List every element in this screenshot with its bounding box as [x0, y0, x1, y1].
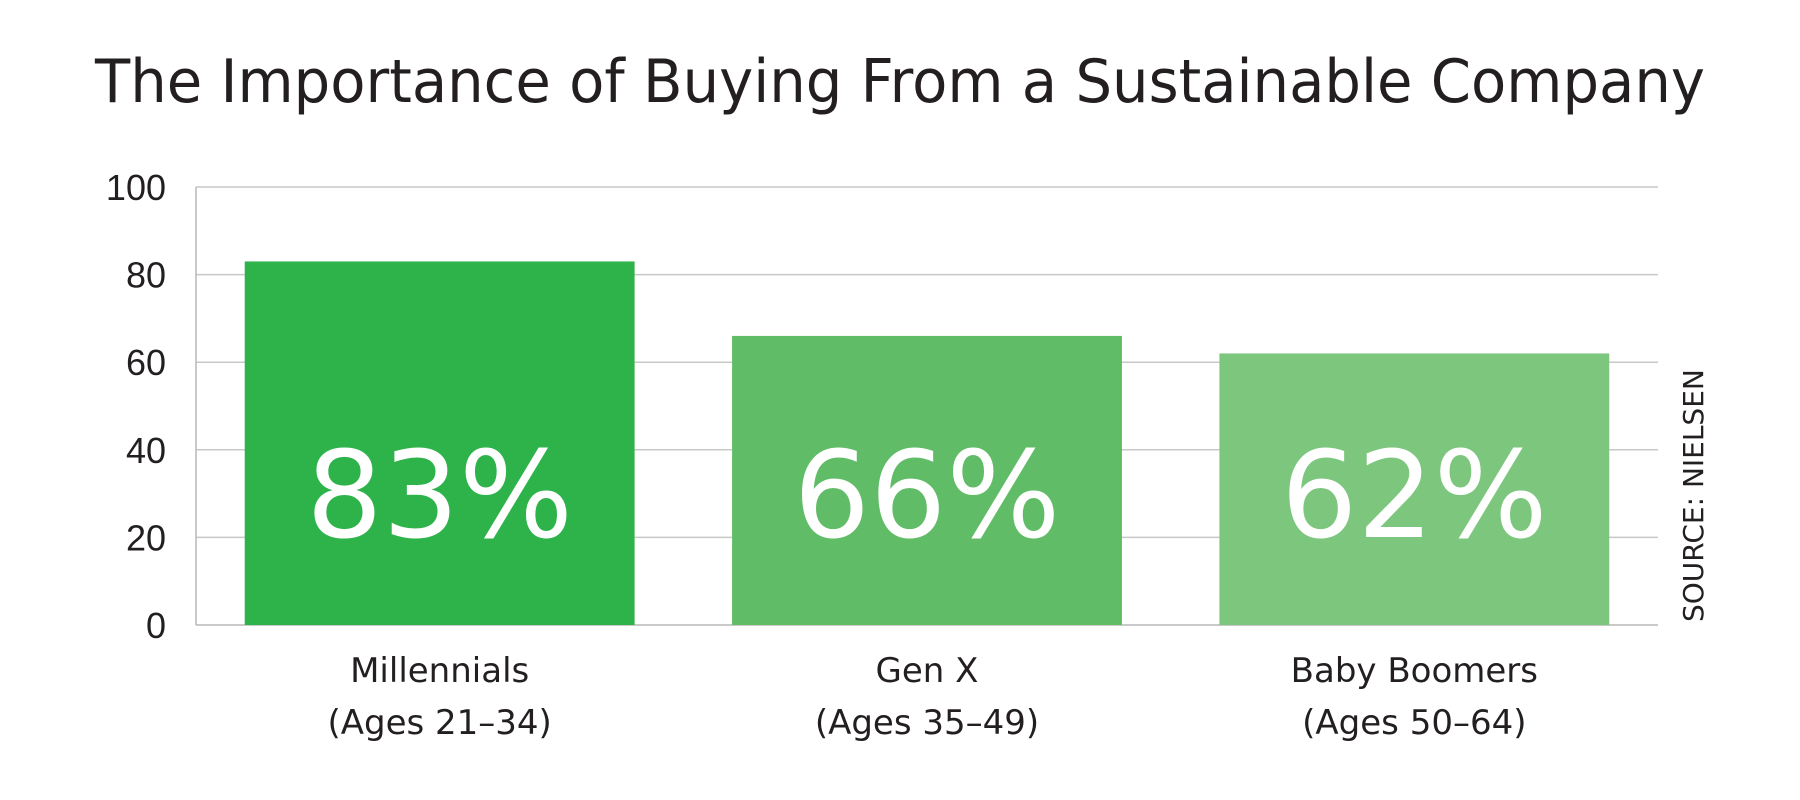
y-tick-label: 20 [126, 517, 166, 558]
x-tick-sublabel: (Ages 21–34) [327, 703, 551, 743]
data-label: 83% [306, 427, 573, 566]
data-labels: 83% 66% 62% [306, 427, 1547, 566]
y-tick-label: 100 [106, 167, 166, 208]
x-axis-categories: Millennials (Ages 21–34) Gen X (Ages 35–49)… [327, 651, 1538, 743]
chart-title: The Importance of Buying From a Sustaina… [94, 47, 1705, 117]
bar-1 [732, 335, 1122, 625]
source-note: SOURCE: NIELSEN [1677, 369, 1710, 622]
data-label: 62% [1281, 427, 1548, 566]
x-tick-sublabel: (Ages 35–49) [815, 703, 1039, 743]
x-tick-label: Gen X [876, 651, 979, 691]
y-axis-ticks: 0 20 40 60 80 100 [106, 167, 166, 646]
y-tick-label: 80 [126, 255, 166, 296]
data-label: 66% [794, 427, 1061, 566]
y-tick-label: 40 [126, 430, 166, 471]
x-tick-sublabel: (Ages 50–64) [1302, 703, 1526, 743]
x-tick-label: Millennials [350, 651, 529, 691]
bar-0 [244, 261, 635, 625]
y-tick-label: 0 [146, 605, 166, 646]
bars [244, 261, 1610, 625]
bar-2 [1219, 353, 1610, 625]
x-tick-label: Baby Boomers [1291, 651, 1538, 691]
y-tick-label: 60 [126, 342, 166, 383]
